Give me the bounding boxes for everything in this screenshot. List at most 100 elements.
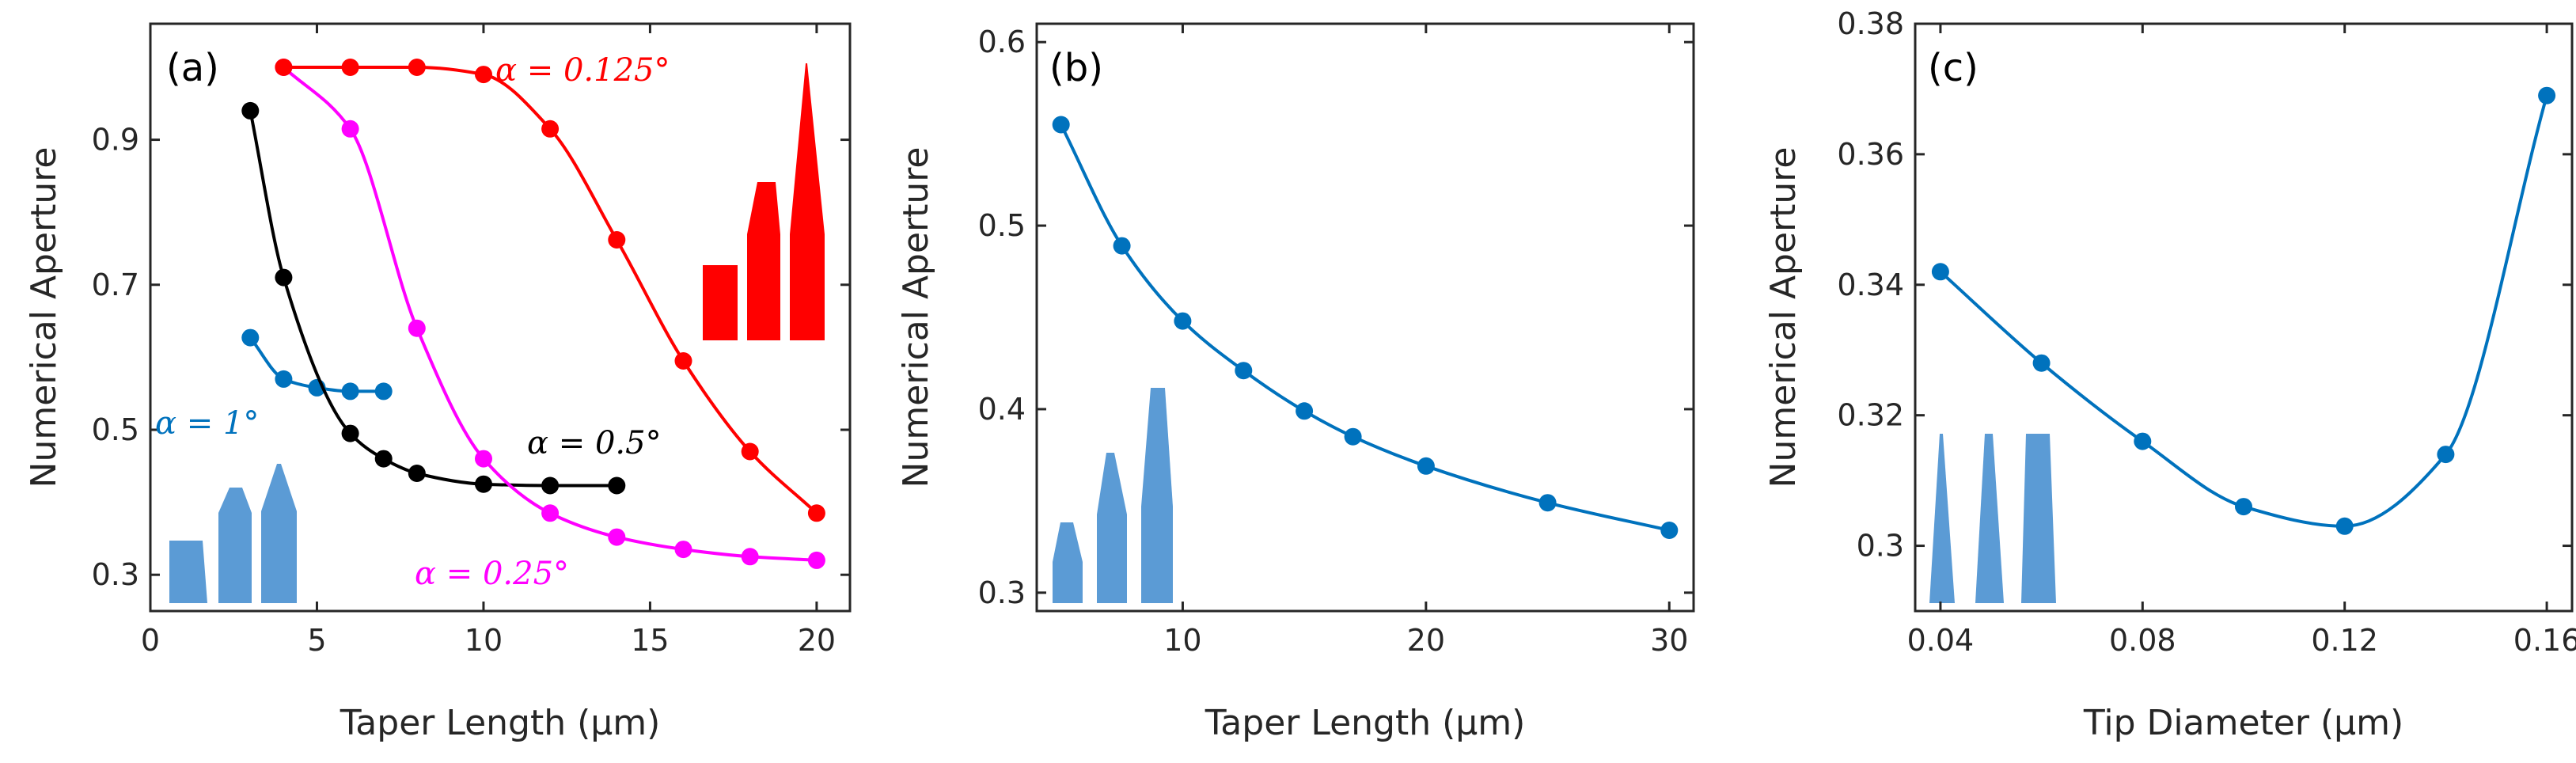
taper-shape-c-blunt <box>2021 434 2056 603</box>
data-point-a-3-8 <box>807 504 825 522</box>
panel-b: 10 20 30 0.3 0.4 0.5 0.6 (b) Taper Length (μm)… <box>896 22 1695 743</box>
y-tick-label-a-2: 0.7 <box>92 268 139 302</box>
y-tick-label-b-0: 0.3 <box>978 575 1026 610</box>
inset-taper-shapes-b <box>1053 388 1173 603</box>
data-point-a-3-0 <box>275 59 293 76</box>
taper-shape-c-sharp <box>1929 434 1955 603</box>
data-point-a-3-1 <box>341 59 359 76</box>
data-point-a-2-6 <box>674 541 692 559</box>
data-point-b-0-6 <box>1417 457 1435 475</box>
data-point-a-1-1 <box>275 268 293 287</box>
ticks-b: 10 20 30 0.3 0.4 0.5 0.6 <box>978 24 1694 658</box>
data-point-a-0-0 <box>241 328 260 347</box>
y-tick-label-b-2: 0.5 <box>978 208 1026 243</box>
x-axis-label-b: Taper Length (μm) <box>1205 703 1526 743</box>
taper-shape-short <box>169 541 207 603</box>
y-tick-label-c-2: 0.34 <box>1837 268 1904 302</box>
x-tick-label-a-4: 20 <box>798 623 836 658</box>
data-point-b-0-4 <box>1296 402 1314 420</box>
axes-frame-c <box>1914 22 2574 613</box>
data-point-a-2-2 <box>408 319 426 337</box>
y-tick-label-c-4: 0.38 <box>1837 6 1904 41</box>
data-point-c-0-5 <box>2437 446 2455 464</box>
x-tick-label-c-1: 0.08 <box>2109 623 2176 658</box>
y-axis-label-b: Numerical Aperture <box>896 147 936 488</box>
x-tick-label-c-2: 0.12 <box>2311 623 2378 658</box>
data-point-c-0-6 <box>2538 86 2556 104</box>
series-line-a-2 <box>282 66 818 562</box>
inset-taper-shapes-blue <box>169 464 297 603</box>
y-tick-label-a-3: 0.9 <box>92 123 139 158</box>
axes-frame-a <box>149 22 852 613</box>
y-axis-label-c: Numerical Aperture <box>1763 147 1804 488</box>
data-point-b-0-7 <box>1538 494 1557 512</box>
x-tick-label-a-1: 5 <box>307 623 326 658</box>
data-point-b-0-1 <box>1113 237 1131 255</box>
data-point-c-0-3 <box>2235 498 2252 516</box>
x-tick-label-b-1: 20 <box>1407 623 1445 658</box>
data-point-a-3-3 <box>475 66 492 84</box>
data-point-a-1-7 <box>608 476 626 495</box>
data-point-a-2-8 <box>807 551 825 569</box>
y-tick-label-b-3: 0.6 <box>978 25 1026 59</box>
x-tick-label-a-2: 10 <box>465 623 503 658</box>
data-point-a-1-2 <box>341 424 359 442</box>
data-point-a-1-5 <box>475 475 492 493</box>
y-tick-label-a-1: 0.5 <box>92 412 139 447</box>
taper-shape-long <box>261 464 297 603</box>
inset-taper-shapes-c <box>1929 434 2056 603</box>
x-tick-label-b-0: 10 <box>1163 623 1201 658</box>
y-tick-label-a-0: 0.3 <box>92 557 139 592</box>
panel-c: 0.04 0.08 0.12 0.160.30.320.340.360.38 (c) … <box>1763 6 2576 743</box>
data-point-a-2-7 <box>741 548 759 566</box>
data-point-a-3-4 <box>541 120 560 138</box>
data-point-a-2-1 <box>341 120 359 138</box>
y-tick-label-c-1: 0.32 <box>1837 398 1904 433</box>
data-point-a-0-4 <box>374 382 393 400</box>
plot-c-series <box>1931 86 2556 535</box>
data-point-a-3-7 <box>741 442 759 461</box>
taper-shape-red-long <box>790 63 825 340</box>
x-tick-label-b-2: 30 <box>1650 623 1688 658</box>
data-point-a-2-5 <box>608 528 626 546</box>
data-point-a-2-4 <box>541 504 560 522</box>
annotation-alpha-0125: α = 0.125° <box>495 52 670 89</box>
data-point-a-1-4 <box>408 465 426 482</box>
y-tick-label-b-1: 0.4 <box>978 392 1026 427</box>
x-tick-label-a-0: 0 <box>141 623 160 658</box>
plot-b-series <box>1052 116 1679 539</box>
taper-shape-c-medium <box>1975 434 2004 603</box>
y-axis-label-a: Numerical Aperture <box>24 147 64 488</box>
series-line-a-3 <box>282 65 818 515</box>
panel-label-c: (c) <box>1928 46 1978 90</box>
data-point-a-3-2 <box>408 59 426 76</box>
y-tick-label-c-0: 0.3 <box>1857 529 1904 564</box>
x-axis-label-a: Taper Length (μm) <box>340 703 661 743</box>
taper-shape-red-medium <box>747 182 780 340</box>
plot-a-series <box>241 59 825 569</box>
x-tick-label-a-3: 15 <box>631 623 669 658</box>
annotation-alpha-1: α = 1° <box>155 405 259 442</box>
data-point-b-0-8 <box>1660 522 1679 539</box>
data-point-c-0-4 <box>2335 517 2354 535</box>
taper-shape-b-long <box>1141 388 1173 603</box>
data-point-b-0-5 <box>1344 427 1362 446</box>
data-point-a-1-0 <box>241 101 260 120</box>
ticks-a: 0 5 10 15 20 0.3 0.5 0.7 0.9 <box>92 24 850 658</box>
data-point-c-0-1 <box>2032 354 2051 372</box>
inset-taper-shapes-red <box>703 63 825 340</box>
data-point-b-0-2 <box>1174 312 1192 330</box>
data-point-c-0-2 <box>2134 432 2152 450</box>
annotation-alpha-05: α = 0.5° <box>527 425 662 461</box>
ticks-c: 0.04 0.08 0.12 0.16 0.3 0.32 0.34 0.36 0.38 <box>1837 6 2576 658</box>
x-axis-label-c: Tip Diameter (μm) <box>2083 703 2403 743</box>
data-point-a-3-6 <box>674 352 692 370</box>
data-point-b-0-0 <box>1052 116 1070 134</box>
data-point-a-2-3 <box>475 450 492 468</box>
annotation-alpha-025: α = 0.25° <box>415 556 569 592</box>
data-point-c-0-0 <box>1931 263 1949 281</box>
data-point-a-1-3 <box>374 450 393 468</box>
panel-label-a: (a) <box>166 46 219 90</box>
taper-shape-b-short <box>1053 522 1083 603</box>
data-point-a-3-5 <box>608 231 626 249</box>
